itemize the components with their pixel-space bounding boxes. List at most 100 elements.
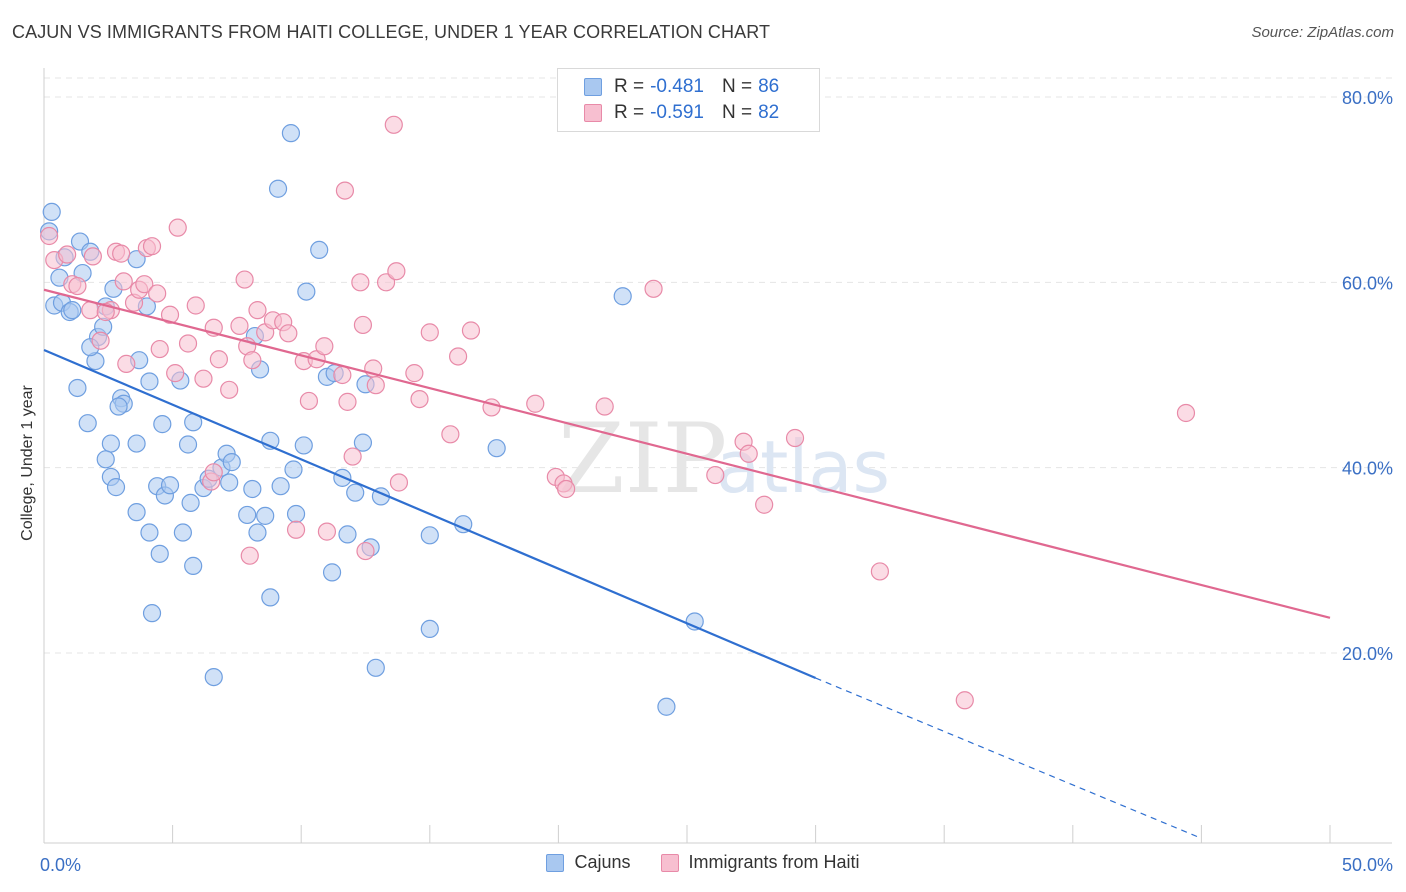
data-point [955, 691, 974, 710]
data-point [299, 391, 319, 411]
data-point [310, 240, 329, 259]
legend-swatch-cajuns [546, 853, 565, 872]
data-point [135, 275, 154, 294]
data-point [1176, 403, 1196, 423]
data-series [40, 115, 1196, 716]
data-point [248, 301, 267, 320]
data-point [279, 324, 298, 343]
data-point [333, 365, 352, 385]
data-point [42, 202, 61, 222]
data-point [557, 479, 576, 499]
data-point [127, 503, 146, 522]
data-point [235, 270, 254, 289]
watermark-zip: ZIP [558, 403, 727, 515]
data-point [209, 350, 228, 369]
data-point [338, 392, 357, 411]
data-point [356, 541, 375, 561]
data-point [420, 323, 439, 342]
data-point [142, 604, 162, 623]
data-point [420, 526, 439, 545]
data-point [338, 525, 357, 544]
data-point [117, 354, 136, 373]
data-point [448, 347, 468, 366]
data-point [96, 450, 115, 469]
data-point [204, 463, 223, 482]
trend-lines [43, 288, 1331, 839]
data-point [243, 479, 262, 499]
data-point [181, 493, 200, 512]
legend-r-value: -0.481 [650, 76, 704, 97]
data-point [178, 435, 198, 454]
trend-line-haiti [43, 288, 1331, 619]
data-point [166, 364, 185, 383]
data-point [256, 506, 275, 525]
data-point [58, 245, 77, 264]
legend-item-haiti[interactable]: Immigrants from Haiti [660, 852, 860, 873]
data-point [248, 523, 267, 542]
legend-swatch-cajuns [584, 78, 602, 96]
data-point [222, 453, 241, 472]
data-point [405, 364, 424, 383]
data-point [148, 284, 167, 303]
data-point [420, 619, 439, 639]
data-point [461, 321, 481, 340]
legend-r-value: -0.591 [650, 102, 704, 123]
data-point [109, 397, 128, 416]
legend-r-label: R = [614, 102, 645, 123]
legend-label-cajuns: Cajuns [574, 852, 631, 872]
data-point [487, 439, 506, 458]
data-point [160, 305, 180, 324]
data-point [150, 544, 169, 563]
data-point [173, 523, 192, 542]
data-point [268, 179, 288, 198]
data-point [150, 339, 169, 359]
data-point [83, 247, 102, 266]
data-point [142, 237, 162, 256]
data-point [335, 181, 355, 200]
legend-row-haiti: R = -0.591 N = 82 [584, 101, 779, 125]
legend-item-cajuns[interactable]: Cajuns [546, 852, 631, 873]
x-tick-label-1: 50.0% [1342, 855, 1393, 875]
data-point [315, 337, 334, 356]
trend-line-extension-cajuns [815, 677, 1202, 839]
x-tick-label-0: 0.0% [40, 855, 81, 875]
data-point [261, 588, 280, 607]
y-tick-label-1: 40.0% [1342, 459, 1393, 479]
series-cajuns [40, 124, 704, 716]
legend-n-label: N = [721, 102, 753, 123]
watermark: ZIP atlas [558, 403, 890, 515]
data-point [153, 415, 172, 434]
data-point [346, 483, 365, 502]
source-label: Source: ZipAtlas.com [1251, 24, 1394, 41]
data-point [184, 556, 203, 575]
data-point [114, 272, 133, 291]
series-legend: Cajuns Immigrants from Haiti [0, 852, 1406, 873]
legend-swatch-haiti [584, 104, 602, 122]
data-point [106, 478, 126, 497]
data-point [526, 394, 545, 413]
legend-n-value: 86 [758, 76, 780, 97]
data-point [194, 369, 213, 388]
legend-row-cajuns: R = -0.481 N = 86 [584, 75, 779, 99]
data-point [140, 523, 159, 542]
y-axis-label: College, Under 1 year [19, 385, 36, 541]
data-point [91, 331, 110, 350]
data-point [294, 436, 313, 455]
data-point [127, 434, 146, 453]
data-point [353, 433, 373, 452]
y-tick-label-0: 20.0% [1342, 644, 1393, 664]
data-point [186, 296, 205, 315]
data-point [870, 562, 890, 581]
legend-swatch-haiti [660, 853, 679, 872]
data-point [230, 316, 249, 335]
data-point [317, 522, 337, 541]
chart-title: CAJUN VS IMMIGRANTS FROM HAITI COLLEGE, … [12, 22, 771, 42]
legend-n-value: 82 [758, 102, 780, 123]
data-point [243, 351, 262, 370]
data-point [755, 495, 774, 514]
data-point [68, 378, 87, 398]
data-point [101, 434, 120, 453]
data-point [297, 282, 316, 301]
data-point [63, 301, 82, 320]
tick-labels: 20.0% 40.0% 60.0% 80.0% 0.0% 50.0% [40, 88, 1393, 875]
